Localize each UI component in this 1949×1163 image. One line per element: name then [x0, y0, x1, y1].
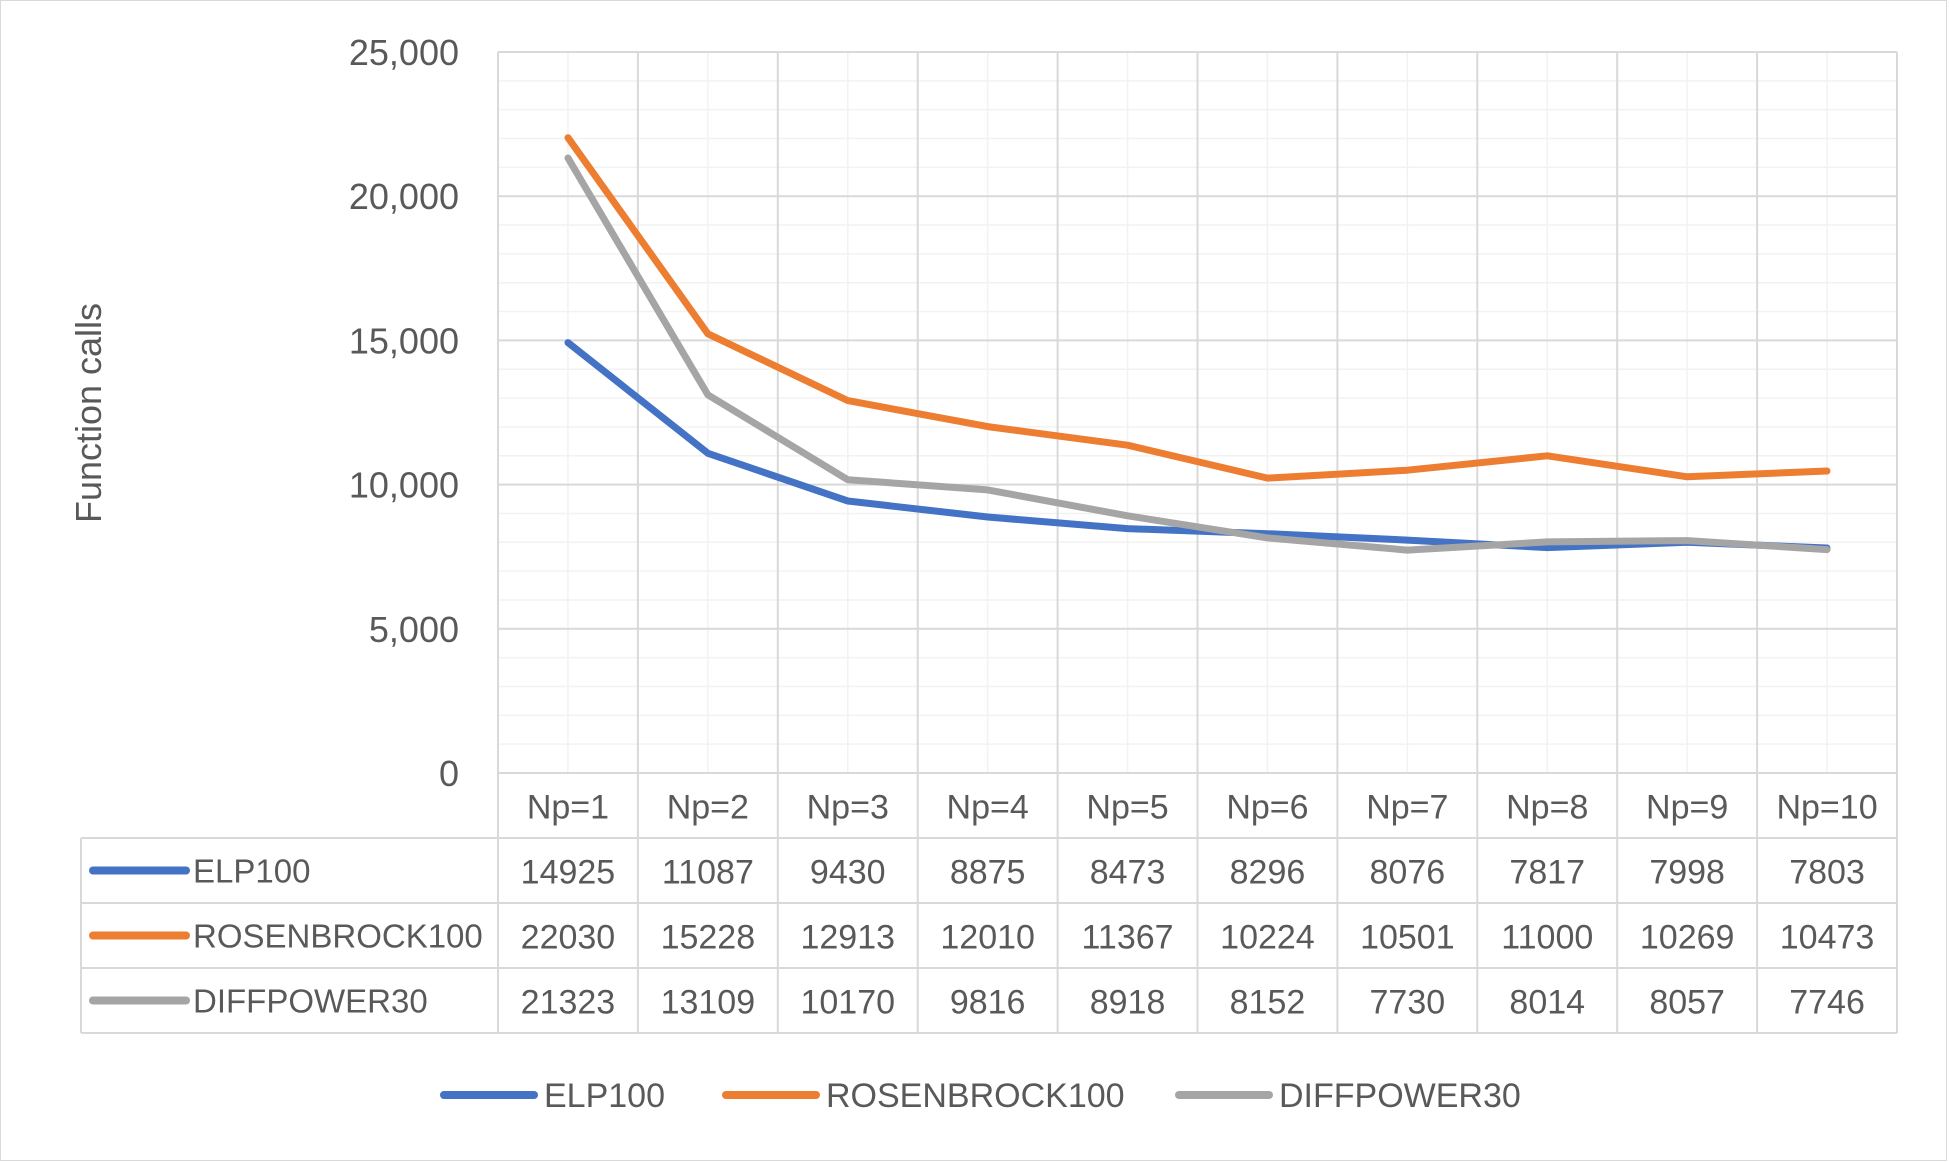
table-cell-value: 8296 — [1230, 854, 1306, 892]
table-cell-value: 9816 — [950, 984, 1026, 1022]
table-cell-value: 10224 — [1220, 919, 1315, 957]
y-tick-label: 0 — [439, 753, 459, 794]
table-cell-value: 8014 — [1509, 984, 1585, 1022]
table-cell-value: 8076 — [1370, 854, 1446, 892]
table-cell-value: 7998 — [1649, 854, 1725, 892]
x-tick-label: Np=7 — [1366, 789, 1448, 827]
table-cell-value: 9430 — [810, 854, 886, 892]
table-cell-value: 7817 — [1509, 854, 1585, 892]
table-cell-value: 21323 — [521, 984, 616, 1022]
table-cell-value: 7803 — [1789, 854, 1865, 892]
table-cell-value: 8473 — [1090, 854, 1166, 892]
x-tick-label: Np=1 — [527, 789, 609, 827]
legend-label: ROSENBROCK100 — [826, 1077, 1125, 1115]
series-line — [564, 134, 1831, 482]
table-cell-value: 8918 — [1090, 984, 1166, 1022]
table-series-name: DIFFPOWER30 — [193, 983, 428, 1020]
table-cell-value: 8057 — [1649, 984, 1725, 1022]
table-cell-value: 11367 — [1082, 919, 1174, 957]
legend-label: ELP100 — [544, 1077, 665, 1115]
table-cell-value: 10269 — [1640, 919, 1735, 957]
grid-layer — [497, 51, 1898, 1033]
table-cell-value: 12913 — [800, 919, 895, 957]
series-line — [564, 154, 1831, 554]
table-cell-value: 10170 — [800, 984, 895, 1022]
x-tick-label: Np=3 — [807, 789, 889, 827]
x-tick-label: Np=10 — [1776, 789, 1877, 827]
x-tick-label: Np=6 — [1226, 789, 1308, 827]
data-table: Np=1 Np=2 Np=3 Np=4 Np=5 Np=6 Np=7 Np=8 Np=9 Np=1… — [80, 772, 1897, 1034]
table-cell-value: 12010 — [940, 919, 1035, 957]
y-tick-label: 25,000 — [349, 32, 459, 73]
table-cell-value: 15228 — [661, 919, 756, 957]
x-tick-label: Np=5 — [1086, 789, 1168, 827]
y-axis-title: Function calls — [68, 303, 109, 523]
x-tick-label: Np=8 — [1506, 789, 1588, 827]
table-cell-value: 10501 — [1360, 919, 1455, 957]
table-cell-value: 13109 — [661, 984, 756, 1022]
y-tick-label: 5,000 — [369, 609, 459, 650]
table-cell-value: 14925 — [521, 854, 616, 892]
y-tick-label: 15,000 — [349, 320, 459, 361]
legend: ELP100 ROSENBROCK100 DIFFPOWER30 — [440, 1077, 1521, 1115]
series-lines — [564, 134, 1831, 554]
table-series-name: ELP100 — [193, 853, 310, 890]
table-cell-value: 8152 — [1230, 984, 1306, 1022]
table-cell-value: 8875 — [950, 854, 1026, 892]
series-line — [564, 339, 1831, 552]
y-tick-label: 10,000 — [349, 465, 459, 506]
y-tick-label: 20,000 — [349, 176, 459, 217]
x-tick-label: Np=9 — [1646, 789, 1728, 827]
legend-label: DIFFPOWER30 — [1279, 1077, 1521, 1115]
x-tick-label: Np=2 — [667, 789, 749, 827]
table-cell-value: 7746 — [1789, 984, 1865, 1022]
y-axis-ticks: 0 5,000 10,000 15,000 20,000 25,000 — [349, 32, 459, 794]
table-series-name: ROSENBROCK100 — [193, 918, 483, 955]
table-cell-value: 7730 — [1370, 984, 1446, 1022]
table-cell-value: 11000 — [1501, 919, 1593, 957]
table-cell-value: 22030 — [521, 919, 616, 957]
table-cell-value: 10473 — [1780, 919, 1875, 957]
x-tick-label: Np=4 — [947, 789, 1029, 827]
table-cell-value: 11087 — [662, 854, 754, 892]
